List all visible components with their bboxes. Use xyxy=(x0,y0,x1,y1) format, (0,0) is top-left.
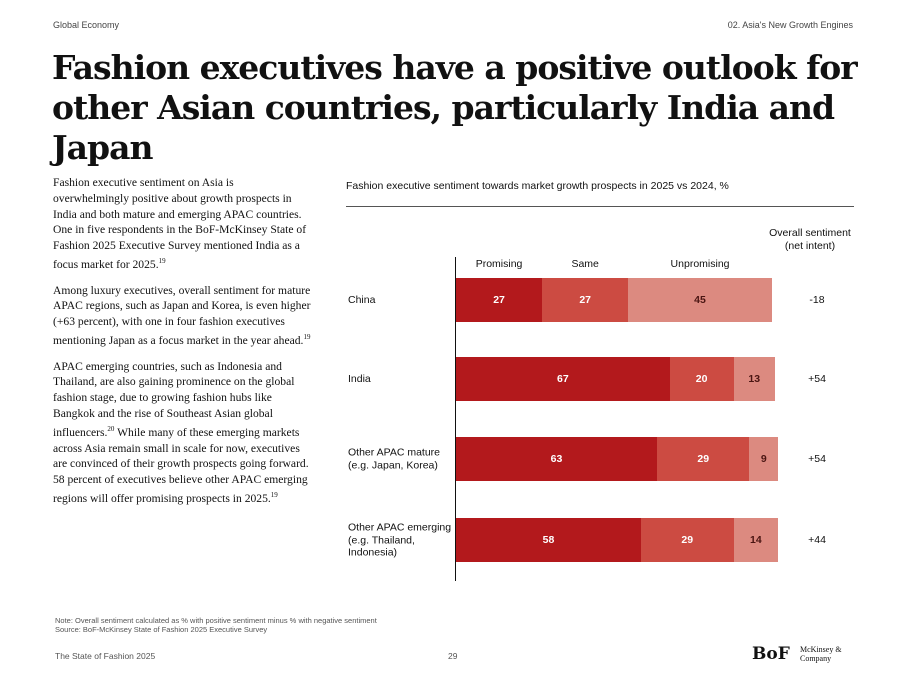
category-label: China xyxy=(348,293,376,306)
net-sentiment-value: -18 xyxy=(809,294,825,306)
footnote-ref: 19 xyxy=(270,490,278,499)
footnote-ref: 19 xyxy=(158,256,166,265)
section-label: Global Economy xyxy=(53,20,120,30)
category-label: Other APAC emerging (e.g. Thailand, Indo… xyxy=(348,521,452,559)
text: While many of these emerging markets acr… xyxy=(53,425,309,505)
source: Source: BoF-McKinsey State of Fashion 20… xyxy=(55,625,268,634)
paragraph-3: APAC emerging countries, such as Indones… xyxy=(53,359,311,507)
body-text: Fashion executive sentiment on Asia is o… xyxy=(53,175,311,517)
bar-segment-same: 29 xyxy=(641,518,734,562)
chart-axis xyxy=(455,257,456,581)
text: Fashion executive sentiment on Asia is o… xyxy=(53,176,307,271)
footnote-ref: 20 xyxy=(107,424,115,433)
bar-segment-promising: 67 xyxy=(456,357,670,401)
page-number: 29 xyxy=(448,651,458,661)
footer-title: The State of Fashion 2025 xyxy=(55,651,156,661)
legend-promising: Promising xyxy=(475,258,523,270)
chart-title-rule xyxy=(346,206,854,207)
chapter-label: 02. Asia's New Growth Engines xyxy=(727,20,853,30)
bar-segment-same: 29 xyxy=(656,437,750,481)
bar-segment-unpromising: 14 xyxy=(733,518,779,562)
bof-logo: BoF xyxy=(752,644,790,664)
net-sentiment-value: +54 xyxy=(808,453,826,465)
bar-segment-unpromising: 9 xyxy=(749,437,779,481)
chart-title: Fashion executive sentiment towards mark… xyxy=(346,180,729,192)
bar-segment-promising: 27 xyxy=(456,278,543,322)
net-sentiment-header: Overall sentiment (net intent) xyxy=(769,227,851,252)
bar-segment-promising: 58 xyxy=(456,518,642,562)
paragraph-2: Among luxury executives, overall sentime… xyxy=(53,283,311,349)
text: APAC emerging countries, such as Indones… xyxy=(53,359,295,439)
bar-segment-same: 20 xyxy=(669,357,734,401)
note: Note: Overall sentiment calculated as % … xyxy=(55,616,377,625)
paragraph-1: Fashion executive sentiment on Asia is o… xyxy=(53,175,311,273)
page-title: Fashion executives have a positive outlo… xyxy=(52,48,858,167)
chart-notes: Note: Overall sentiment calculated as % … xyxy=(55,616,377,634)
legend-unpromising: Unpromising xyxy=(670,258,730,270)
net-sentiment-value: +44 xyxy=(808,534,826,546)
category-label: India xyxy=(348,372,371,385)
category-label: Other APAC mature (e.g. Japan, Korea) xyxy=(348,446,441,472)
net-sentiment-value: +54 xyxy=(808,373,826,385)
text: Among luxury executives, overall sentime… xyxy=(53,283,311,347)
bar-segment-unpromising: 45 xyxy=(628,278,772,322)
bar-segment-same: 27 xyxy=(542,278,629,322)
bar-segment-promising: 63 xyxy=(456,437,657,481)
footnote-ref: 19 xyxy=(303,333,311,342)
bar-segment-unpromising: 13 xyxy=(733,357,775,401)
mckinsey-logo: McKinsey & Company xyxy=(800,645,842,663)
legend-same: Same xyxy=(571,258,599,270)
